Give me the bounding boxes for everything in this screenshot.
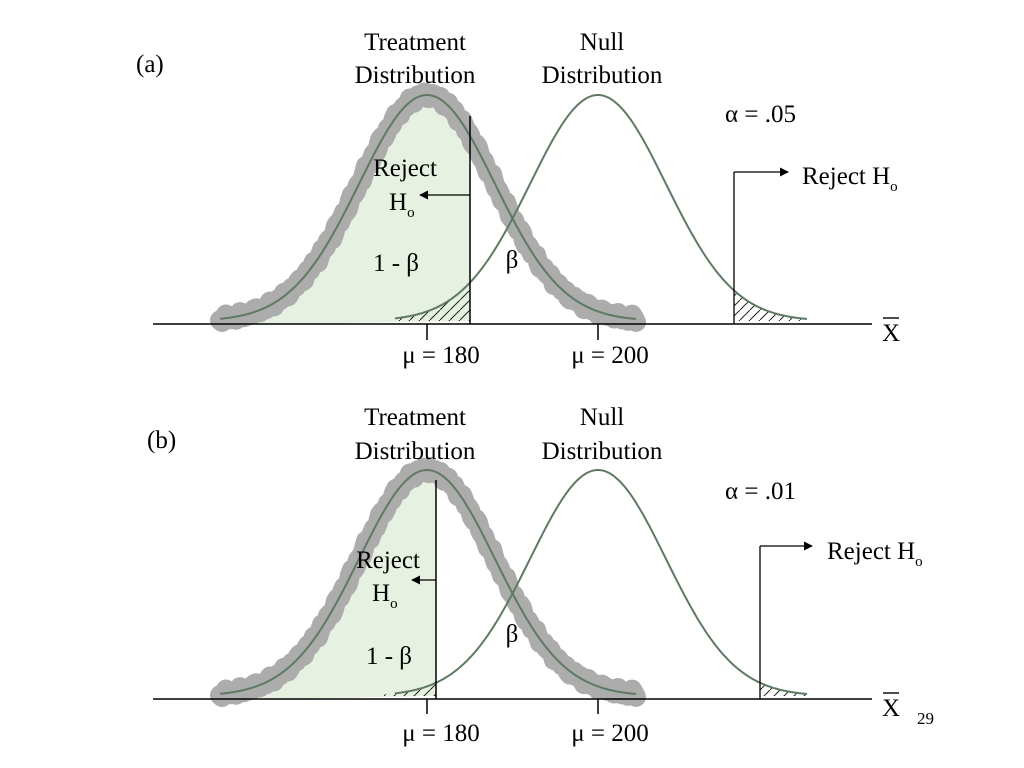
panel-b-null-title-1: Null bbox=[580, 404, 625, 431]
panel-a-treatment-title-2: Distribution bbox=[355, 62, 476, 89]
panel-a-reject-left-h: Ho bbox=[389, 189, 415, 221]
panel-b-null-title-2: Distribution bbox=[542, 438, 663, 465]
panel-a-reject-left-word: Reject bbox=[373, 155, 437, 182]
panel-a-alpha: α = .05 bbox=[725, 101, 796, 128]
panel-a-beta-label: β bbox=[506, 247, 519, 274]
panel-a-beta-hatch bbox=[398, 282, 470, 321]
panel-a-null-curve bbox=[394, 94, 808, 320]
panel-a-null-title-2: Distribution bbox=[542, 62, 663, 89]
panel-b-reject-left-h: Ho bbox=[372, 580, 398, 612]
panel-a-null-title-1: Null bbox=[580, 29, 625, 56]
panel-b-treatment-title-2: Distribution bbox=[355, 438, 476, 465]
panel-b-power-label: 1 - β bbox=[366, 643, 412, 670]
panel-b-beta-hatch bbox=[384, 682, 436, 696]
panel-b-mu-null: μ = 200 bbox=[571, 720, 649, 747]
slide-number: 29 bbox=[917, 709, 934, 728]
panel-a-axis-label: X bbox=[882, 320, 900, 347]
panel-b-mu-treatment: μ = 180 bbox=[402, 720, 480, 747]
panel-b-reject-left-word: Reject bbox=[356, 547, 420, 574]
panel-b: (b) Treatment Distribution Null Distribu… bbox=[147, 404, 923, 747]
panel-a: (a) Treatment Distribution Null Distribu… bbox=[136, 29, 900, 369]
panel-a-power-label: 1 - β bbox=[373, 250, 419, 277]
panel-a-label: (a) bbox=[136, 51, 164, 78]
panel-a-mu-treatment: μ = 180 bbox=[402, 342, 480, 369]
panel-b-treatment-title-1: Treatment bbox=[364, 404, 466, 431]
panel-b-beta-label: β bbox=[506, 621, 519, 648]
panel-a-treatment-title-1: Treatment bbox=[364, 29, 466, 56]
panel-b-alpha: α = .01 bbox=[725, 478, 796, 505]
panel-b-axis-label: X bbox=[882, 695, 900, 722]
panel-b-null-curve bbox=[394, 469, 808, 695]
panel-b-reject-right: Reject Ho bbox=[827, 538, 923, 570]
panel-a-treatment-curve bbox=[219, 94, 637, 320]
panel-a-reject-right: Reject Ho bbox=[802, 163, 898, 195]
panel-a-alpha-hatch bbox=[734, 290, 808, 321]
panel-b-treatment-curve bbox=[219, 469, 637, 695]
panel-b-label: (b) bbox=[147, 427, 176, 454]
panel-a-mu-null: μ = 200 bbox=[571, 342, 649, 369]
